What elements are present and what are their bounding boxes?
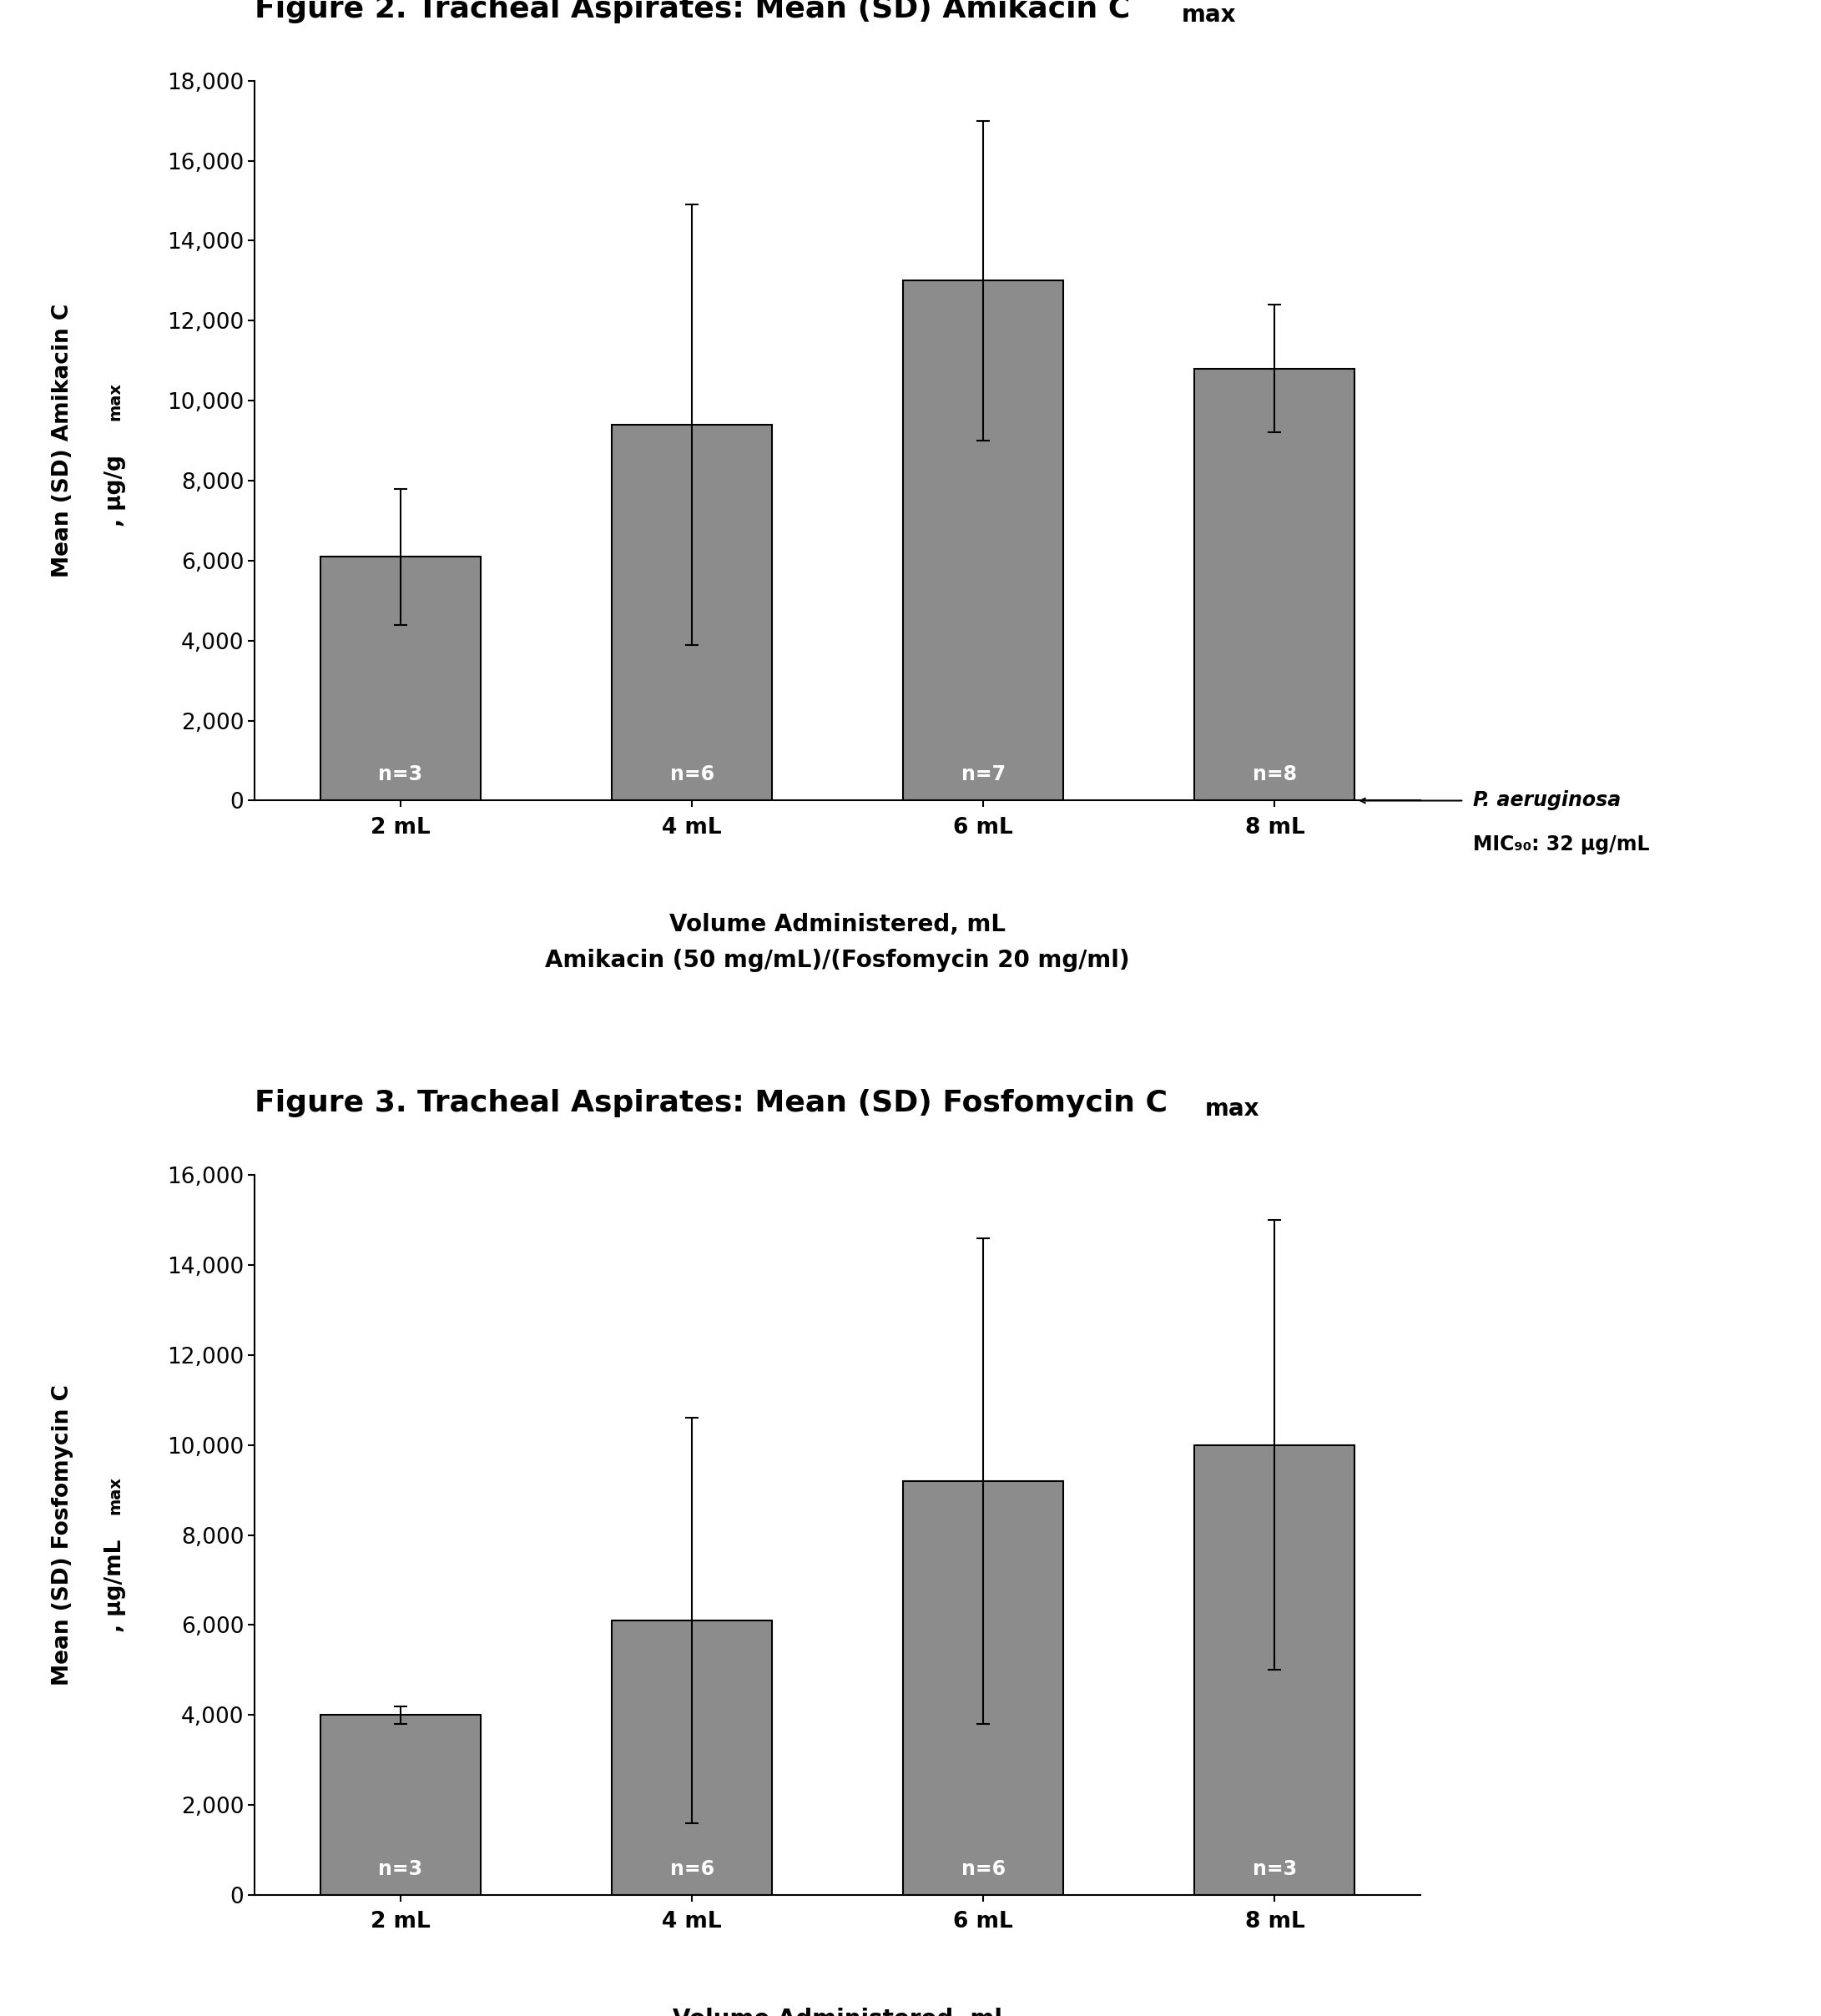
Bar (612, 425, 772, 800)
Bar (320, 556, 481, 800)
Text: , μg/mL: , μg/mL (104, 1538, 126, 1631)
Text: n=6: n=6 (670, 764, 714, 784)
Text: P. aeruginosa: P. aeruginosa (1473, 790, 1621, 810)
Bar (903, 1482, 1063, 1895)
Bar (320, 1716, 481, 1895)
Text: max: max (1206, 1097, 1260, 1121)
Text: MIC₉₀: 32 μg/mL: MIC₉₀: 32 μg/mL (1473, 835, 1650, 855)
Text: n=3: n=3 (1253, 1859, 1297, 1879)
Text: n=3: n=3 (379, 764, 422, 784)
Text: Mean (SD) Fosfomycin C: Mean (SD) Fosfomycin C (51, 1385, 73, 1685)
Text: n=6: n=6 (670, 1859, 714, 1879)
Text: max: max (107, 381, 124, 419)
Text: Figure 2. Tracheal Aspirates: Mean (SD) Amikacin C: Figure 2. Tracheal Aspirates: Mean (SD) … (255, 0, 1131, 22)
Bar (612, 1621, 772, 1895)
Text: max: max (107, 1476, 124, 1514)
Text: Volume Administered, mL: Volume Administered, mL (670, 913, 1005, 935)
Text: Amikacin (50 mg/mL)/(Fosfomycin 20 mg/ml): Amikacin (50 mg/mL)/(Fosfomycin 20 mg/ml… (544, 950, 1131, 972)
Text: Figure 3. Tracheal Aspirates: Mean (SD) Fosfomycin C: Figure 3. Tracheal Aspirates: Mean (SD) … (255, 1089, 1167, 1117)
Text: Volume Administered, ml: Volume Administered, ml (672, 2008, 1003, 2016)
Text: max: max (1182, 4, 1236, 26)
Text: n=8: n=8 (1253, 764, 1297, 784)
Text: n=6: n=6 (961, 1859, 1005, 1879)
Text: Mean (SD) Amikacin C: Mean (SD) Amikacin C (51, 304, 73, 579)
Text: n=7: n=7 (961, 764, 1005, 784)
Bar (903, 280, 1063, 800)
Bar (1195, 369, 1355, 800)
Text: n=3: n=3 (379, 1859, 422, 1879)
Bar (1195, 1445, 1355, 1895)
Text: , μg/g: , μg/g (104, 456, 126, 526)
